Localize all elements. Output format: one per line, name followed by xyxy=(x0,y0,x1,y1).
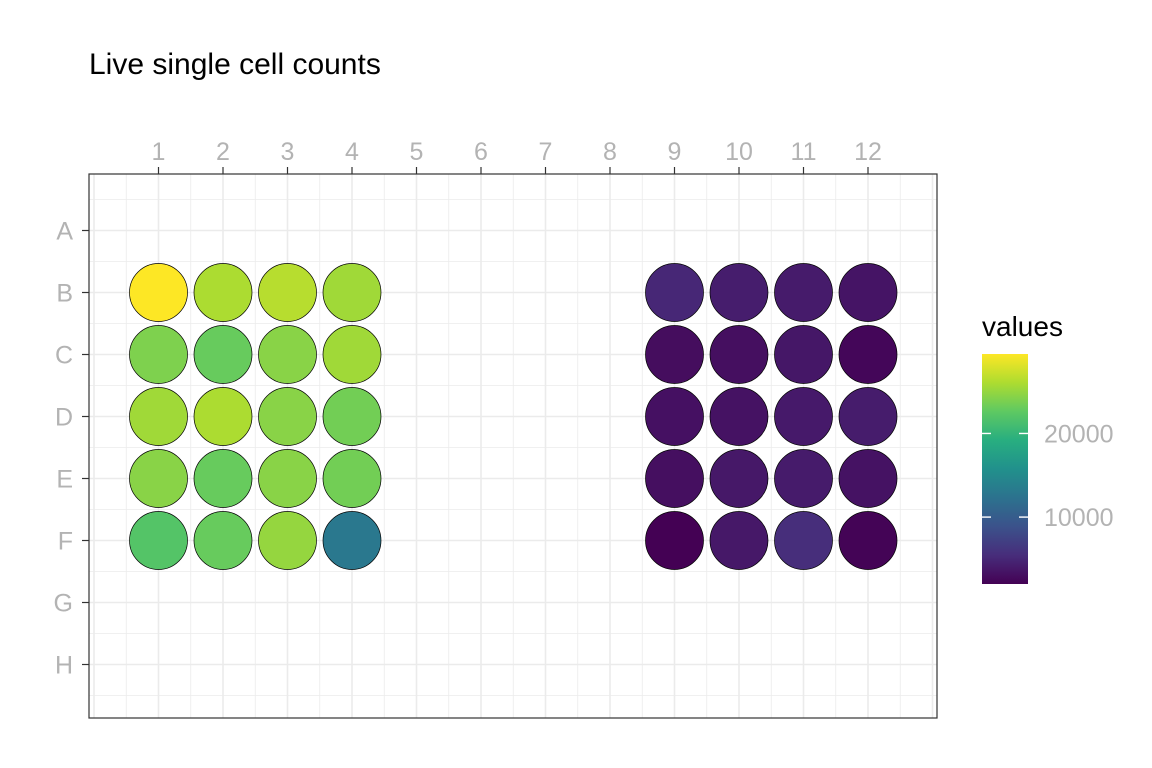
x-axis-tick-label: 10 xyxy=(725,138,753,166)
x-axis-tick-label: 3 xyxy=(281,138,295,166)
well-C11 xyxy=(774,325,833,384)
legend-colorbar xyxy=(982,354,1028,584)
well-B1 xyxy=(129,263,188,322)
well-D1 xyxy=(129,387,188,446)
well-F12 xyxy=(838,511,898,570)
y-axis-tick-label: D xyxy=(55,404,73,432)
color-legend: values 20000 10000 xyxy=(982,311,1114,584)
x-axis-tick-label: 9 xyxy=(668,138,682,166)
x-axis-tick-label: 8 xyxy=(603,138,617,166)
x-axis-tick-label: 2 xyxy=(216,138,230,166)
well-B10 xyxy=(709,263,769,322)
grid-lines xyxy=(89,174,937,718)
y-axis-tick-label: E xyxy=(56,466,73,494)
well-C3 xyxy=(258,325,317,384)
well-F3 xyxy=(258,511,317,570)
chart-title: Live single cell counts xyxy=(89,48,381,81)
well-D3 xyxy=(258,387,317,446)
legend-title: values xyxy=(982,311,1063,342)
y-axis-tick-label: G xyxy=(54,590,73,618)
well-E9 xyxy=(645,449,704,508)
well-E4 xyxy=(322,449,382,508)
well-B2 xyxy=(193,263,253,322)
well-D12 xyxy=(838,387,898,446)
well-D4 xyxy=(322,387,382,446)
well-E3 xyxy=(258,449,317,508)
y-axis-tick-label: A xyxy=(56,218,73,246)
y-axis-tick-label: C xyxy=(55,342,73,370)
well-B4 xyxy=(322,263,382,322)
well-C12 xyxy=(838,325,898,384)
well-D11 xyxy=(774,387,833,446)
well-C10 xyxy=(709,325,769,384)
well-D2 xyxy=(193,387,253,446)
well-D10 xyxy=(709,387,769,446)
x-axis-tick-label: 1 xyxy=(152,138,166,166)
x-axis-tick-label: 6 xyxy=(474,138,488,166)
y-axis-tick-label: F xyxy=(58,528,73,556)
well-F1 xyxy=(129,511,188,570)
well-F4 xyxy=(322,511,382,570)
well-B11 xyxy=(774,263,833,322)
well-B9 xyxy=(645,263,704,322)
plate-wells xyxy=(129,263,898,570)
well-E1 xyxy=(129,449,188,508)
well-F2 xyxy=(193,511,253,570)
x-axis-tick-label: 7 xyxy=(539,138,553,166)
x-axis-tick-label: 4 xyxy=(345,138,359,166)
well-C1 xyxy=(129,325,188,384)
well-E11 xyxy=(774,449,833,508)
legend-tick-label: 20000 xyxy=(1044,420,1114,448)
well-C9 xyxy=(645,325,704,384)
x-axis-tick-label: 11 xyxy=(791,138,817,166)
plot-panel-border xyxy=(88,173,938,719)
well-E12 xyxy=(838,449,898,508)
well-B3 xyxy=(258,263,317,322)
x-axis-tick-label: 12 xyxy=(854,138,882,166)
y-axis-tick-label: H xyxy=(55,652,73,680)
well-B12 xyxy=(838,263,898,322)
well-D9 xyxy=(645,387,704,446)
well-E2 xyxy=(193,449,253,508)
y-axis-tick-label: B xyxy=(56,280,73,308)
well-F9 xyxy=(645,511,704,570)
well-C2 xyxy=(193,325,253,384)
x-axis-tick-label: 5 xyxy=(410,138,424,166)
legend-tick-label: 10000 xyxy=(1044,504,1114,532)
well-F11 xyxy=(774,511,833,570)
well-E10 xyxy=(709,449,769,508)
well-F10 xyxy=(709,511,769,570)
well-C4 xyxy=(322,325,382,384)
